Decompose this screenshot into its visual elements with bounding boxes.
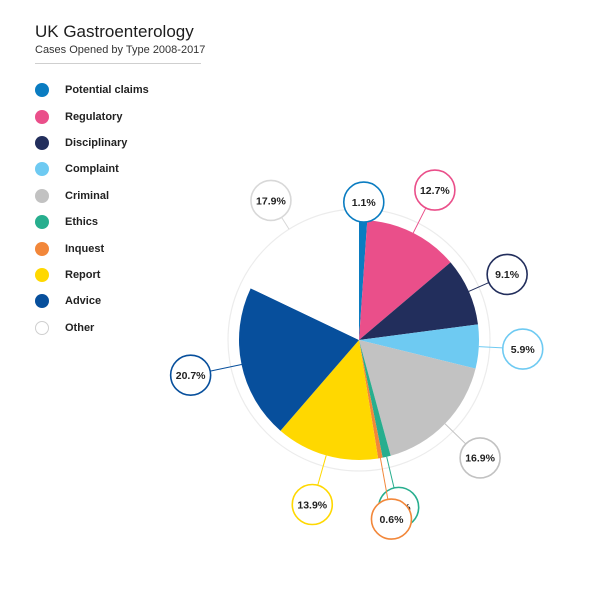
legend-swatch bbox=[35, 241, 49, 256]
data-label-inquest: 0.6% bbox=[379, 514, 404, 526]
legend-label: Ethics bbox=[65, 216, 99, 229]
data-label-other: 17.9% bbox=[256, 195, 286, 207]
legend-label: Potential claims bbox=[65, 84, 149, 97]
chart-subtitle: Cases Opened by Type 2008-2017 bbox=[35, 44, 206, 56]
leader-line-report bbox=[317, 455, 327, 486]
leader-line-other bbox=[281, 217, 290, 230]
legend-swatch bbox=[35, 135, 49, 150]
legend-swatch bbox=[35, 267, 49, 282]
legend-item-complaint: Complaint bbox=[35, 156, 149, 182]
leader-line-disciplinary bbox=[468, 282, 490, 292]
legend-swatch bbox=[35, 83, 49, 98]
callout-bubble-report bbox=[291, 483, 334, 526]
legend-swatch bbox=[35, 162, 49, 177]
pie-slice-disciplinary bbox=[359, 262, 478, 340]
data-label-regulatory: 12.7% bbox=[420, 185, 450, 197]
callout-bubble-regulatory bbox=[414, 169, 456, 211]
leader-line-ethics bbox=[386, 456, 395, 489]
legend-item-advice: Advice bbox=[35, 288, 149, 314]
legend-label: Regulatory bbox=[65, 110, 123, 123]
pie-slice-other bbox=[250, 220, 359, 340]
pie-slice-potential-claims bbox=[359, 220, 368, 340]
callout-bubble-other bbox=[250, 179, 292, 222]
callout-bubble-criminal bbox=[459, 437, 501, 479]
legend-item-inquest: Inquest bbox=[35, 235, 149, 261]
legend-item-potential-claims: Potential claims bbox=[35, 77, 149, 103]
chart-title: UK Gastroenterology bbox=[35, 22, 194, 41]
pie-slice-criminal bbox=[359, 340, 476, 456]
legend-label: Other bbox=[65, 321, 95, 334]
legend-swatch bbox=[35, 294, 49, 309]
pie-slice-report bbox=[280, 340, 379, 460]
legend-item-ethics: Ethics bbox=[35, 209, 149, 235]
leader-line-regulatory bbox=[412, 207, 427, 234]
callout-bubble-potential-claims bbox=[342, 181, 385, 223]
data-label-potential-claims: 1.1% bbox=[352, 197, 377, 209]
legend-label: Disciplinary bbox=[65, 136, 128, 149]
legend-swatch bbox=[35, 188, 49, 203]
legend-label: Complaint bbox=[65, 163, 119, 176]
pie-slice-regulatory bbox=[359, 220, 451, 340]
callout-bubble-complaint bbox=[501, 328, 544, 370]
legend-swatch bbox=[35, 320, 49, 335]
pie-slice-inquest bbox=[359, 340, 383, 459]
legend-swatch bbox=[35, 109, 49, 124]
title-divider bbox=[35, 63, 201, 64]
legend-item-report: Report bbox=[35, 262, 149, 288]
leader-line-inquest bbox=[379, 457, 389, 500]
callout-bubble-disciplinary bbox=[486, 253, 528, 296]
legend-item-criminal: Criminal bbox=[35, 183, 149, 209]
leader-line-criminal bbox=[444, 423, 467, 445]
data-label-advice: 20.7% bbox=[176, 370, 206, 382]
legend-swatch bbox=[35, 215, 49, 230]
legend-label: Inquest bbox=[65, 242, 105, 255]
legend-item-other: Other bbox=[35, 315, 149, 341]
data-label-report: 13.9% bbox=[297, 499, 327, 511]
legend-item-disciplinary: Disciplinary bbox=[35, 130, 149, 156]
chart-legend: Potential claims Regulatory Disciplinary… bbox=[35, 77, 149, 341]
legend-item-regulatory: Regulatory bbox=[35, 103, 149, 129]
legend-label: Criminal bbox=[65, 189, 110, 202]
legend-label: Report bbox=[65, 268, 101, 281]
pie-slice-complaint bbox=[359, 324, 479, 369]
legend-label: Advice bbox=[65, 295, 102, 308]
callout-bubble-inquest bbox=[370, 498, 413, 540]
pie-slice-ethics bbox=[359, 340, 391, 458]
leader-line-advice bbox=[210, 364, 242, 372]
data-label-criminal: 16.9% bbox=[465, 453, 495, 465]
data-label-disciplinary: 9.1% bbox=[495, 269, 520, 281]
data-label-complaint: 5.9% bbox=[511, 344, 536, 356]
callout-bubble-advice bbox=[169, 354, 212, 396]
leader-line-complaint bbox=[478, 346, 503, 349]
pie-slice-advice bbox=[239, 288, 359, 431]
